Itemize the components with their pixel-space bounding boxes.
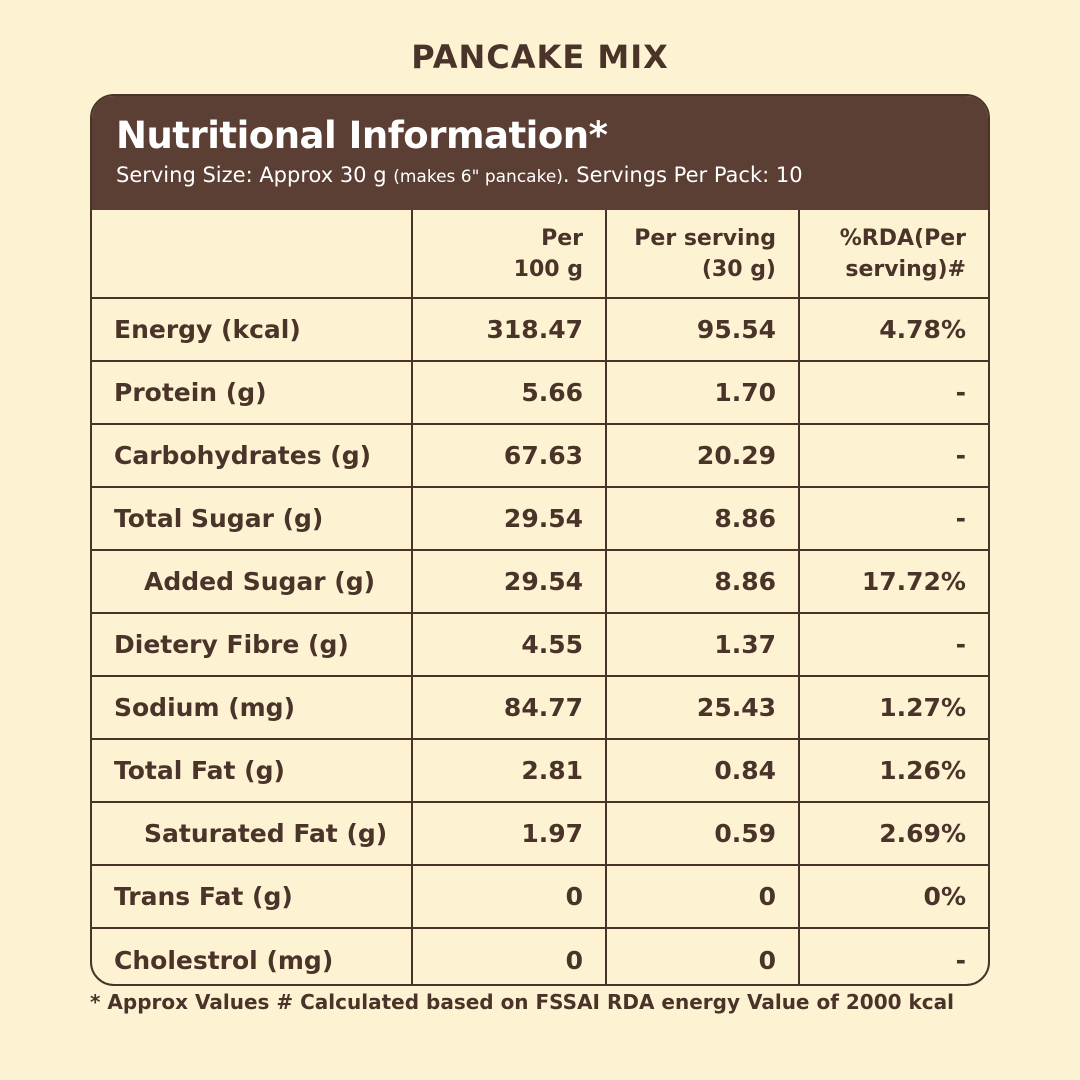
value-per-serving: 0.59 <box>605 801 800 866</box>
table-row: Energy (kcal) 318.47 95.54 4.78% <box>92 297 988 362</box>
value-per-serving: 0 <box>605 864 800 929</box>
value-per-serving: 8.86 <box>605 486 800 551</box>
serving-size: Serving Size: Approx 30 g <box>116 163 394 187</box>
header-rda: %RDA(Per serving)# <box>798 210 988 299</box>
nutrient-label: Carbohydrates (g) <box>92 423 413 488</box>
value-per-100g: 0 <box>411 927 607 984</box>
value-per-serving: 0.84 <box>605 738 800 803</box>
header-per-serving: Per serving (30 g) <box>605 210 800 299</box>
nutrient-label: Total Sugar (g) <box>92 486 413 551</box>
value-per-serving: 0 <box>605 927 800 984</box>
value-per-100g: 0 <box>411 864 607 929</box>
nutrient-label: Added Sugar (g) <box>92 549 413 614</box>
value-rda: 4.78% <box>798 297 988 362</box>
value-rda: 17.72% <box>798 549 988 614</box>
value-per-serving: 1.70 <box>605 360 800 425</box>
value-per-serving: 95.54 <box>605 297 800 362</box>
value-rda: 1.27% <box>798 675 988 740</box>
product-title: PANCAKE MIX <box>411 38 669 76</box>
nutrient-label: Saturated Fat (g) <box>92 801 413 866</box>
table-row: Sodium (mg) 84.77 25.43 1.27% <box>92 675 988 740</box>
table-row: Saturated Fat (g) 1.97 0.59 2.69% <box>92 801 988 866</box>
table-row: Cholestrol (mg) 0 0 - <box>92 927 988 984</box>
value-per-100g: 1.97 <box>411 801 607 866</box>
value-rda: - <box>798 927 988 984</box>
serving-note: (makes 6" pancake) <box>393 167 563 187</box>
header-nutrient <box>92 210 413 299</box>
nutrient-label: Total Fat (g) <box>92 738 413 803</box>
table-row: Dietery Fibre (g) 4.55 1.37 - <box>92 612 988 677</box>
servings-per-pack: . Servings Per Pack: 10 <box>562 163 803 187</box>
value-rda: 0% <box>798 864 988 929</box>
value-per-serving: 1.37 <box>605 612 800 677</box>
value-rda: 2.69% <box>798 801 988 866</box>
nutrient-label: Trans Fat (g) <box>92 864 413 929</box>
table-row: Total Sugar (g) 29.54 8.86 - <box>92 486 988 551</box>
value-rda: - <box>798 423 988 488</box>
serving-info: Serving Size: Approx 30 g (makes 6" panc… <box>116 160 988 192</box>
value-per-100g: 4.55 <box>411 612 607 677</box>
table-row: Trans Fat (g) 0 0 0% <box>92 864 988 929</box>
panel-heading: Nutritional Information* <box>116 114 608 157</box>
value-per-100g: 5.66 <box>411 360 607 425</box>
panel-header: Nutritional Information* Serving Size: A… <box>92 96 988 210</box>
nutrient-label: Cholestrol (mg) <box>92 927 413 984</box>
value-per-serving: 8.86 <box>605 549 800 614</box>
value-per-serving: 20.29 <box>605 423 800 488</box>
value-per-100g: 29.54 <box>411 486 607 551</box>
value-rda: - <box>798 486 988 551</box>
nutrition-panel: Nutritional Information* Serving Size: A… <box>90 94 990 986</box>
nutrient-label: Dietery Fibre (g) <box>92 612 413 677</box>
nutrient-label: Protein (g) <box>92 360 413 425</box>
value-per-100g: 67.63 <box>411 423 607 488</box>
table-row: Total Fat (g) 2.81 0.84 1.26% <box>92 738 988 803</box>
value-per-100g: 2.81 <box>411 738 607 803</box>
value-per-100g: 318.47 <box>411 297 607 362</box>
value-per-serving: 25.43 <box>605 675 800 740</box>
value-per-100g: 84.77 <box>411 675 607 740</box>
value-rda: 1.26% <box>798 738 988 803</box>
nutrient-label: Energy (kcal) <box>92 297 413 362</box>
value-per-100g: 29.54 <box>411 549 607 614</box>
nutrition-table: Per 100 g Per serving (30 g) %RDA(Per se… <box>92 210 988 984</box>
table-row: Carbohydrates (g) 67.63 20.29 - <box>92 423 988 488</box>
header-per-100g: Per 100 g <box>411 210 607 299</box>
value-rda: - <box>798 360 988 425</box>
table-row: Added Sugar (g) 29.54 8.86 17.72% <box>92 549 988 614</box>
value-rda: - <box>798 612 988 677</box>
table-row: Protein (g) 5.66 1.70 - <box>92 360 988 425</box>
nutrient-label: Sodium (mg) <box>92 675 413 740</box>
table-header-row: Per 100 g Per serving (30 g) %RDA(Per se… <box>92 210 988 299</box>
footnote: * Approx Values # Calculated based on FS… <box>90 990 954 1014</box>
